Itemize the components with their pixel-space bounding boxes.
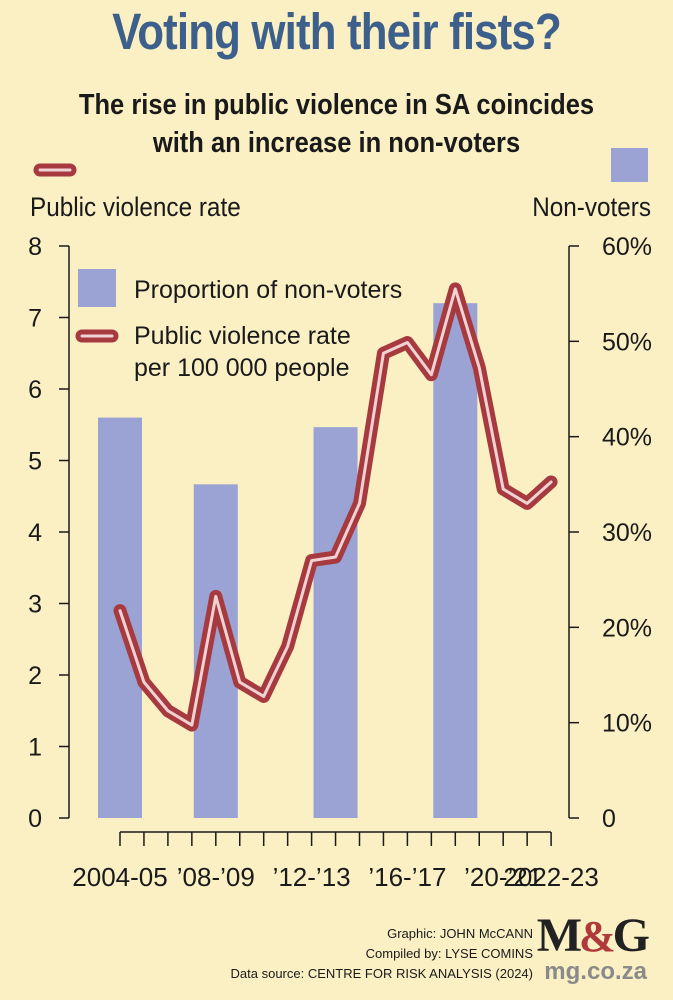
x-category-label: 2004-05 [72,862,167,892]
legend-line-label-1: Public violence rate [134,322,351,350]
subtitle-line-2: with an increase in non-voters [152,127,521,159]
left-tick-label: 5 [28,448,42,476]
x-category-label: 2022-23 [503,862,598,892]
non-voter-bar [313,427,358,818]
subtitle-line-1: The rise in public violence in SA coinci… [78,89,595,121]
x-category-label: ’20-’21 [464,862,542,892]
left-tick-label: 7 [28,305,42,333]
credit-compiled: Compiled by: LYSE COMINS [365,946,533,961]
right-axis-key-swatch [611,148,648,182]
legend-bar-label: Proportion of non-voters [134,276,402,304]
right-axis-ticks: 0 10% 20% 30% 40% 50% 60% [569,233,652,833]
logo-amp: & [579,912,616,961]
left-tick-label: 0 [28,805,42,833]
legend-bar-swatch [78,269,116,307]
right-tick-label: 50% [602,328,652,356]
logo-g: G [612,909,650,962]
credit-graphic: Graphic: JOHN McCANN [387,926,533,941]
legend: Proportion of non-voters Public violence… [75,269,402,382]
x-category-label: ’08-’09 [177,862,255,892]
left-tick-label: 6 [28,376,42,404]
right-axis-title: Non-voters [532,192,651,222]
chart-subtitle: The rise in public violence in SA coinci… [40,86,632,162]
right-tick-label: 0 [602,805,616,833]
non-voter-bars [98,303,478,818]
right-tick-label: 30% [602,519,652,547]
left-axis-ticks: 0 1 2 3 4 5 6 7 8 [28,233,69,833]
left-axis-title: Public violence rate [30,192,241,222]
x-axis-ticks [119,832,552,846]
left-tick-label: 8 [28,233,42,261]
x-axis-labels: 2004-05 ’08-’09 ’12-’13 ’16-’17 ’20-’212022-… [72,862,599,892]
site-url: mg.co.za [544,958,647,985]
left-tick-label: 3 [28,591,42,619]
non-voter-bar [433,303,478,818]
right-tick-label: 60% [602,233,652,261]
right-tick-label: 40% [602,424,652,452]
chart-title: Voting with their fists? [112,3,562,60]
left-tick-label: 1 [28,734,42,762]
left-tick-label: 2 [28,662,42,690]
credit-source: Data source: CENTRE FOR RISK ANALYSIS (2… [230,966,533,981]
right-tick-label: 20% [602,614,652,642]
legend-line-label-2: per 100 000 people [134,354,349,382]
violence-line-inner [118,287,553,727]
right-tick-label: 10% [602,710,652,738]
violence-rate-line [113,282,558,732]
left-tick-label: 4 [28,519,42,547]
credits: Graphic: JOHN McCANN Compiled by: LYSE C… [231,924,533,984]
logo-m: M [536,909,582,962]
x-category-label: ’12-’13 [273,862,351,892]
x-category-label: ’16-’17 [368,862,446,892]
mg-logo: M&G [536,908,650,963]
